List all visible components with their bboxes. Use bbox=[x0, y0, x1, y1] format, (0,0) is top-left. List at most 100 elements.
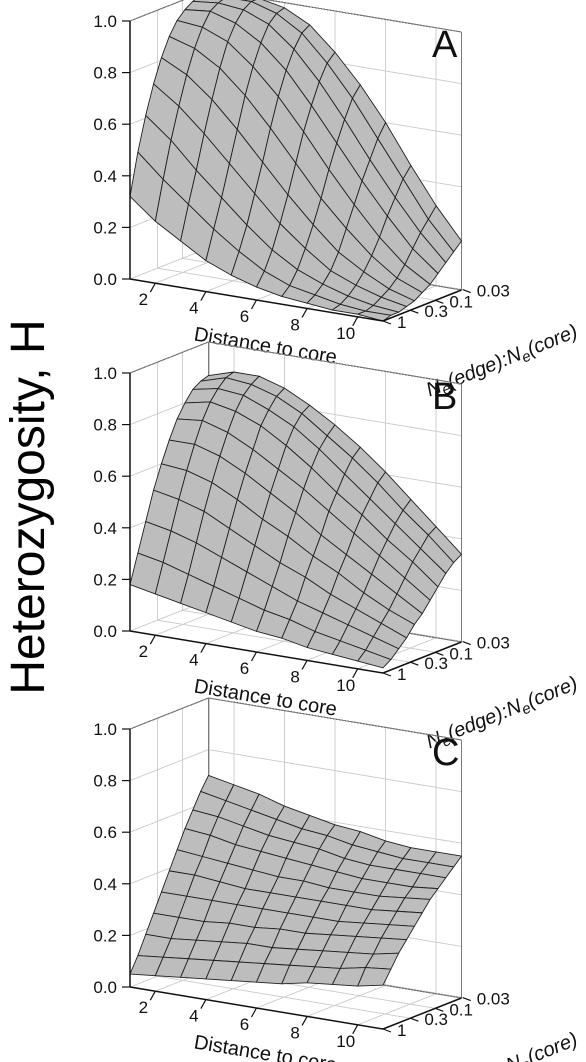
panel-label: A bbox=[432, 24, 458, 66]
surface-quad bbox=[357, 967, 392, 987]
distance-axis-tick bbox=[352, 316, 359, 327]
ne-ratio-tick-label: 1 bbox=[397, 665, 406, 684]
ne-ratio-tick-label: 0.03 bbox=[477, 990, 510, 1009]
z-tick-label: 0.6 bbox=[93, 823, 117, 842]
ne-ratio-axis-tick bbox=[382, 1028, 392, 1033]
z-tick-label: 1.0 bbox=[93, 364, 117, 383]
distance-axis-tick bbox=[200, 643, 207, 653]
floor-y-gridline bbox=[157, 975, 411, 1019]
ne-ratio-axis-tick bbox=[462, 288, 471, 294]
distance-tick-label: 8 bbox=[290, 1023, 299, 1042]
ne-ratio-tick-label: 0.3 bbox=[424, 654, 448, 673]
box-top-side-edge bbox=[129, 0, 185, 22]
z-tick-label: 0.8 bbox=[93, 416, 117, 435]
z-tick-label: 0.4 bbox=[93, 519, 117, 538]
distance-axis-tick bbox=[250, 1007, 258, 1018]
z-tick-label: 0.2 bbox=[93, 218, 117, 237]
surface-quad bbox=[357, 310, 392, 322]
ne-ratio-tick-label: 0.1 bbox=[449, 1000, 473, 1019]
distance-tick-label: 4 bbox=[189, 299, 198, 318]
ne-ratio-axis-title-subscript: e bbox=[519, 1056, 533, 1062]
z-tick-label: 0.6 bbox=[93, 467, 117, 486]
ne-ratio-axis-tick bbox=[435, 651, 444, 656]
z-tick-label: 0.8 bbox=[93, 64, 117, 83]
surface-quad bbox=[357, 649, 392, 669]
distance-axis-title: Distance to core bbox=[192, 323, 338, 368]
ne-ratio-axis-title-part: (edge):N bbox=[444, 1051, 525, 1062]
distance-tick-label: 2 bbox=[139, 642, 148, 661]
distance-axis-tick bbox=[200, 999, 207, 1009]
floor-x-gridline bbox=[357, 993, 437, 1026]
ne-ratio-axis-title: Ne(edge):Ne(core) bbox=[423, 1029, 582, 1062]
distance-axis-tick bbox=[200, 291, 207, 301]
panel-c: 0.0 0.2 0.4 0.6 0.8 1.0 2 4 6 8 10 1 0.30.10.03 Dista… bbox=[93, 697, 582, 1062]
z-tick-label: 0.2 bbox=[93, 570, 117, 589]
ne-ratio-axis-tick bbox=[462, 640, 471, 646]
distance-tick-label: 8 bbox=[290, 315, 299, 334]
ne-ratio-tick-label: 0.1 bbox=[449, 644, 473, 663]
panel-label: C bbox=[432, 732, 459, 774]
z-tick-label: 1.0 bbox=[93, 720, 117, 739]
panel-label: B bbox=[432, 376, 457, 418]
box-top-back-edge bbox=[208, 697, 462, 741]
ne-ratio-axis-tick bbox=[410, 1017, 419, 1022]
panel-b: 0.0 0.2 0.4 0.6 0.8 1.0 2 4 6 8 10 1 0.30.10.03 Dista… bbox=[93, 341, 581, 753]
distance-tick-label: 10 bbox=[336, 676, 355, 695]
distance-tick-label: 4 bbox=[189, 651, 198, 670]
distance-tick-label: 2 bbox=[139, 998, 148, 1017]
distance-axis-tick bbox=[352, 668, 359, 679]
distance-axis-tick bbox=[301, 308, 308, 318]
ne-ratio-tick-label: 0.03 bbox=[477, 634, 510, 653]
z-tick-label: 0.2 bbox=[93, 926, 117, 945]
z-tick-label: 0.0 bbox=[93, 270, 117, 289]
z-tick-label: 0.6 bbox=[93, 115, 117, 134]
ne-ratio-axis-title-part: (core) bbox=[524, 321, 581, 361]
z-tick-label: 0.0 bbox=[93, 978, 117, 997]
ne-ratio-tick-label: 0.1 bbox=[449, 292, 473, 311]
distance-axis-tick bbox=[301, 1016, 308, 1026]
side-wall-z-gridline bbox=[129, 247, 209, 280]
ne-ratio-axis-tick bbox=[435, 299, 444, 304]
panel-a: 0.0 0.2 0.4 0.6 0.8 1.0 2 4 6 8 10 1 0.30.10.03 Dista… bbox=[93, 0, 581, 401]
ne-ratio-tick-label: 0.03 bbox=[477, 282, 510, 301]
box-top-back-edge bbox=[208, 341, 462, 385]
z-tick-label: 1.0 bbox=[93, 12, 117, 31]
distance-axis-tick bbox=[301, 660, 308, 670]
box-top-side-edge bbox=[129, 341, 209, 374]
distance-tick-label: 6 bbox=[240, 659, 249, 678]
ne-ratio-axis-tick bbox=[410, 661, 419, 666]
z-tick-label: 0.0 bbox=[93, 622, 117, 641]
distance-tick-label: 6 bbox=[240, 307, 249, 326]
distance-tick-label: 10 bbox=[336, 1032, 355, 1051]
ne-ratio-tick-label: 0.3 bbox=[424, 1010, 448, 1029]
ne-ratio-tick-label: 0.3 bbox=[424, 302, 448, 321]
box-top-back-edge bbox=[265, 0, 462, 33]
shared-y-axis-label: Heterozygosity, H bbox=[2, 319, 55, 694]
distance-axis-title: Distance to core bbox=[192, 675, 338, 720]
ne-ratio-axis-line bbox=[382, 289, 462, 322]
ne-ratio-axis-tick bbox=[410, 309, 419, 314]
ne-ratio-axis-line bbox=[382, 641, 462, 674]
distance-axis-tick bbox=[149, 282, 156, 293]
ne-ratio-axis-title-part: (core) bbox=[524, 673, 581, 713]
ne-ratio-tick-label: 1 bbox=[397, 1021, 406, 1040]
z-tick-label: 0.4 bbox=[93, 167, 117, 186]
side-wall-z-gridline bbox=[129, 749, 209, 782]
distance-tick-label: 10 bbox=[336, 324, 355, 343]
z-tick-label: 0.4 bbox=[93, 875, 117, 894]
distance-axis-tick bbox=[149, 634, 156, 645]
distance-axis-tick bbox=[250, 651, 258, 662]
distance-tick-label: 6 bbox=[240, 1015, 249, 1034]
distance-axis-tick bbox=[352, 1024, 359, 1035]
distance-tick-label: 8 bbox=[290, 667, 299, 686]
distance-axis-tick bbox=[250, 299, 258, 310]
ne-ratio-axis-tick bbox=[462, 996, 471, 1002]
distance-tick-label: 2 bbox=[139, 290, 148, 309]
distance-axis-title: Distance to core bbox=[192, 1031, 338, 1062]
ne-ratio-axis-tick bbox=[382, 320, 392, 325]
box-top-side-edge bbox=[129, 697, 209, 730]
distance-axis-tick bbox=[149, 990, 156, 1001]
ne-ratio-tick-label: 1 bbox=[397, 313, 406, 332]
ne-ratio-axis-tick bbox=[382, 672, 392, 677]
